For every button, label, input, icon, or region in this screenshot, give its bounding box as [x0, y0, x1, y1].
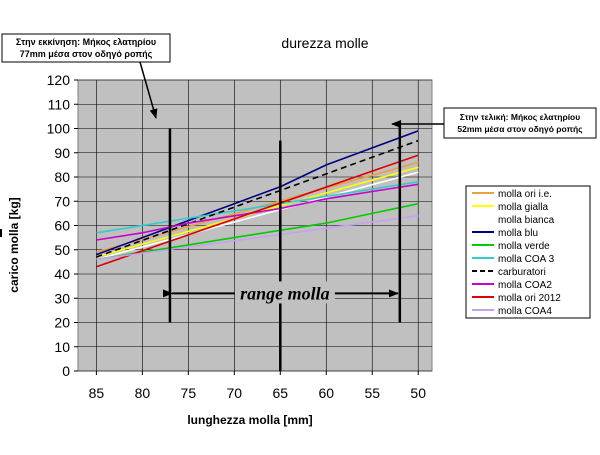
- start-annotation-line2: 77mm μέσα στον οδηγό ροπής: [20, 49, 153, 59]
- y-axis-ticks: 0 10 20 30 40 50 60 70 80 90 100 110 120: [47, 72, 78, 379]
- legend-label-9: molla COA4: [498, 306, 552, 317]
- y-tick-label: 100: [47, 121, 71, 137]
- series-line-5: [96, 181, 419, 234]
- y-tick-label: 40: [54, 266, 70, 282]
- range-label: range molla: [240, 283, 330, 303]
- series-line-9: [96, 215, 419, 261]
- y-tick-label: 60: [54, 218, 70, 234]
- start-annotation-box: [1, 33, 171, 63]
- x-tick-label: 50: [410, 385, 426, 401]
- end-annotation-line1: Στην τελική: Μήκος ελατηρίου: [460, 112, 580, 122]
- legend-label-5: molla COA 3: [498, 254, 555, 265]
- grid-lines: [78, 79, 432, 372]
- series-line-6: [96, 139, 419, 258]
- x-tick-label: 55: [364, 385, 380, 401]
- end-annotation-line2: 52mm μέσα στον οδηγό ροπής: [457, 124, 583, 134]
- y-tick-label: 30: [54, 290, 70, 306]
- legend-label-8: molla ori 2012: [498, 293, 561, 304]
- legend-label-7: molla COA2: [498, 280, 552, 291]
- legend-label-3: molla blu: [498, 228, 538, 239]
- series-line-4: [96, 202, 419, 261]
- x-tick-label: 70: [227, 385, 243, 401]
- x-tick-label: 60: [318, 385, 334, 401]
- y-tick-label: 120: [47, 72, 71, 88]
- start-annotation-line1: Στην εκκίνηση: Μήκος ελατηρίου: [16, 37, 156, 47]
- y-tick-label: 50: [54, 242, 70, 258]
- y-tick-label: 110: [48, 96, 71, 112]
- y-tick-label: 80: [54, 169, 70, 185]
- end-annotation-box: [443, 107, 597, 139]
- x-tick-label: 75: [181, 385, 197, 401]
- series-lines: [96, 130, 419, 268]
- legend-label-6: carburatori: [498, 267, 546, 278]
- legend-label-0: molla ori i.e.: [498, 189, 552, 200]
- y-tick-label: 0: [62, 363, 70, 379]
- x-tick-label: 85: [89, 385, 105, 401]
- range-label-backdrop: [234, 281, 335, 304]
- x-axis-ticks: 85 80 75 70 65 60 55 50: [89, 371, 426, 401]
- y-tick-label: 10: [54, 339, 70, 355]
- legend-label-1: molla gialla: [498, 202, 548, 213]
- y-tick-label: 90: [54, 145, 70, 161]
- start-annotation-arrow: [139, 61, 158, 119]
- y-tick-label: 70: [54, 193, 70, 209]
- series-line-2: [96, 171, 419, 261]
- legend-label-4: molla verde: [498, 241, 550, 252]
- y-axis-label: carico molla [kg]: [7, 197, 21, 292]
- left-edge-mark: [0, 229, 2, 237]
- series-line-3: [96, 130, 419, 256]
- chart-title: durezza molle: [281, 35, 368, 51]
- legend: molla ori i.e. molla gialla molla bianca mo…: [472, 189, 561, 317]
- series-line-7: [96, 183, 419, 241]
- x-axis-label: lunghezza molla [mm]: [187, 413, 312, 427]
- legend-label-2: molla bianca: [498, 215, 555, 226]
- x-tick-label: 65: [272, 385, 288, 401]
- y-tick-label: 20: [54, 315, 70, 331]
- x-tick-label: 80: [135, 385, 151, 401]
- series-line-8: [96, 154, 419, 268]
